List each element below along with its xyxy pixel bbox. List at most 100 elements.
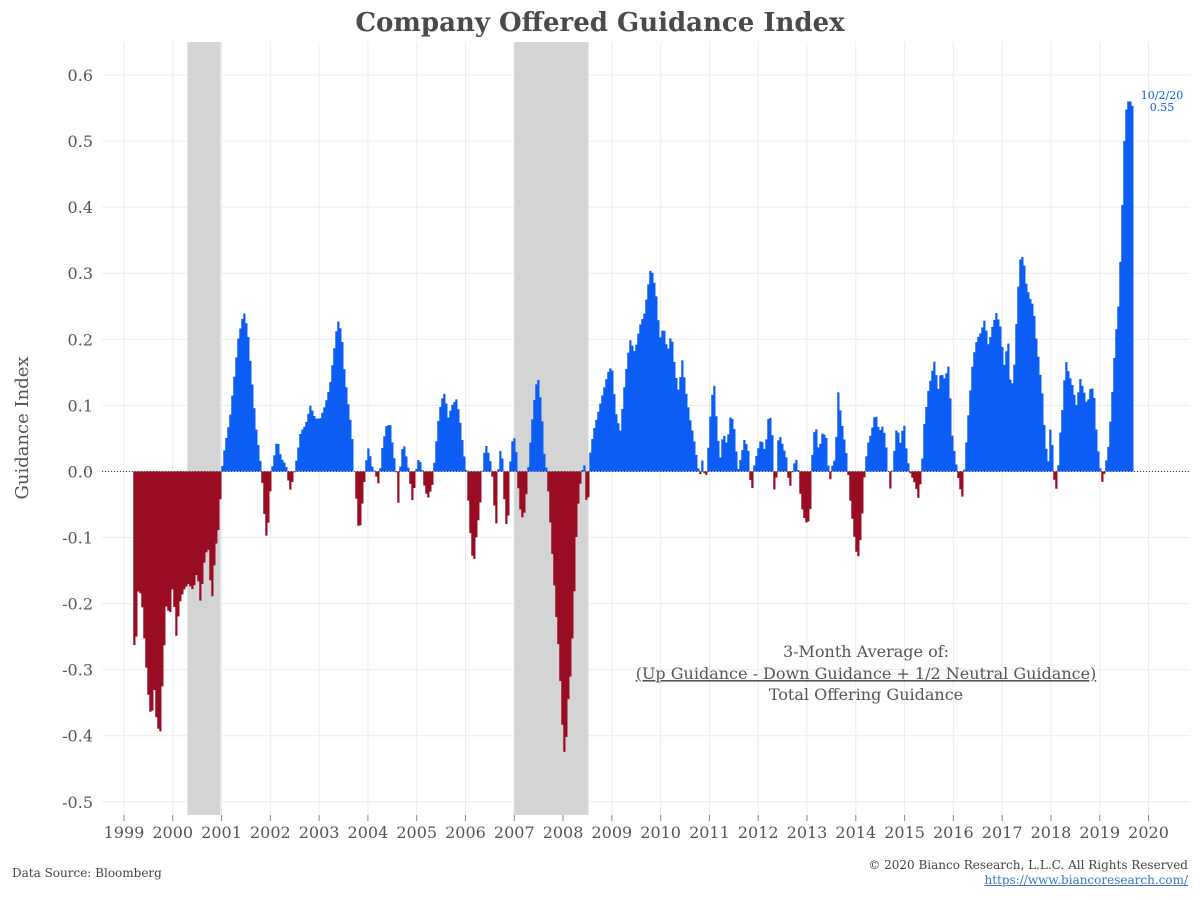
- bar: [1077, 392, 1080, 472]
- bar: [737, 469, 740, 472]
- bar: [257, 445, 260, 472]
- bar: [609, 368, 612, 472]
- bar: [801, 471, 804, 510]
- bar: [693, 441, 696, 472]
- bar: [579, 471, 582, 484]
- bar: [815, 429, 818, 472]
- bar: [837, 392, 840, 472]
- bar: [225, 437, 228, 472]
- bar: [449, 410, 452, 472]
- bar: [155, 471, 158, 718]
- bar: [825, 437, 828, 472]
- bar: [1087, 399, 1090, 472]
- x-tick-label: 1999: [104, 823, 145, 842]
- bar: [1029, 298, 1032, 472]
- bar: [809, 471, 812, 510]
- bar: [933, 361, 936, 472]
- bar: [337, 321, 340, 472]
- bar: [965, 442, 968, 472]
- bar: [211, 471, 214, 597]
- bar: [167, 471, 170, 611]
- bar: [357, 471, 360, 526]
- bar: [255, 429, 258, 472]
- bar: [665, 344, 668, 472]
- bar: [263, 471, 266, 515]
- bar: [301, 429, 304, 472]
- bar: [399, 466, 402, 472]
- bar: [1063, 380, 1066, 472]
- bar: [647, 284, 650, 472]
- bar: [687, 407, 690, 472]
- bar: [445, 403, 448, 472]
- bar: [139, 471, 142, 594]
- bar: [169, 471, 172, 612]
- bar: [1113, 357, 1116, 472]
- x-tick-label: 2007: [494, 823, 535, 842]
- bar: [507, 471, 510, 516]
- bar: [849, 471, 852, 501]
- bar: [473, 471, 476, 559]
- bar: [661, 330, 664, 472]
- x-tick-label: 2004: [348, 823, 389, 842]
- bar: [703, 471, 706, 474]
- bar: [267, 471, 270, 523]
- bar: [329, 382, 332, 472]
- bar: [643, 313, 646, 472]
- bar: [1095, 429, 1098, 472]
- bar: [289, 471, 292, 490]
- bar: [593, 427, 596, 472]
- bar: [239, 328, 242, 472]
- bar: [861, 471, 864, 514]
- bar: [163, 471, 166, 646]
- bar: [249, 360, 252, 472]
- bar: [583, 465, 586, 472]
- bar: [307, 413, 310, 472]
- bar: [465, 470, 468, 472]
- bar: [923, 423, 926, 472]
- bar: [291, 471, 294, 482]
- bar: [181, 471, 184, 595]
- bar: [407, 467, 410, 472]
- bar: [625, 368, 628, 472]
- bar: [539, 397, 542, 472]
- bar: [835, 436, 838, 472]
- website-link[interactable]: https://www.biancoresearch.com/: [984, 873, 1188, 887]
- bar: [425, 471, 428, 494]
- bar: [871, 427, 874, 472]
- bar: [721, 439, 724, 472]
- x-tick-label: 2020: [1128, 823, 1169, 842]
- bar: [715, 416, 718, 472]
- bar: [635, 344, 638, 472]
- bar: [607, 371, 610, 472]
- bar: [931, 370, 934, 472]
- bar: [601, 395, 604, 472]
- bar: [335, 331, 338, 472]
- bar: [549, 471, 552, 523]
- bar: [983, 320, 986, 472]
- bar: [221, 465, 224, 472]
- bar: [709, 416, 712, 472]
- bar: [573, 471, 576, 592]
- bar: [191, 471, 194, 590]
- bar: [325, 400, 328, 472]
- bar: [767, 419, 770, 472]
- bar: [877, 426, 880, 472]
- bar: [881, 426, 884, 472]
- bar: [143, 471, 146, 639]
- bar: [771, 435, 774, 472]
- bar: [681, 360, 684, 472]
- bar: [857, 471, 860, 557]
- bar: [967, 415, 970, 472]
- bar: [875, 416, 878, 472]
- x-tick-label: 2005: [396, 823, 437, 842]
- bar: [1049, 429, 1052, 472]
- bar: [355, 471, 358, 499]
- bar: [765, 439, 768, 472]
- bar: [963, 469, 966, 472]
- bar: [759, 441, 762, 472]
- bar: [645, 299, 648, 472]
- bar: [199, 471, 202, 601]
- bar: [955, 464, 958, 472]
- bar: [525, 471, 528, 495]
- bar: [611, 370, 614, 472]
